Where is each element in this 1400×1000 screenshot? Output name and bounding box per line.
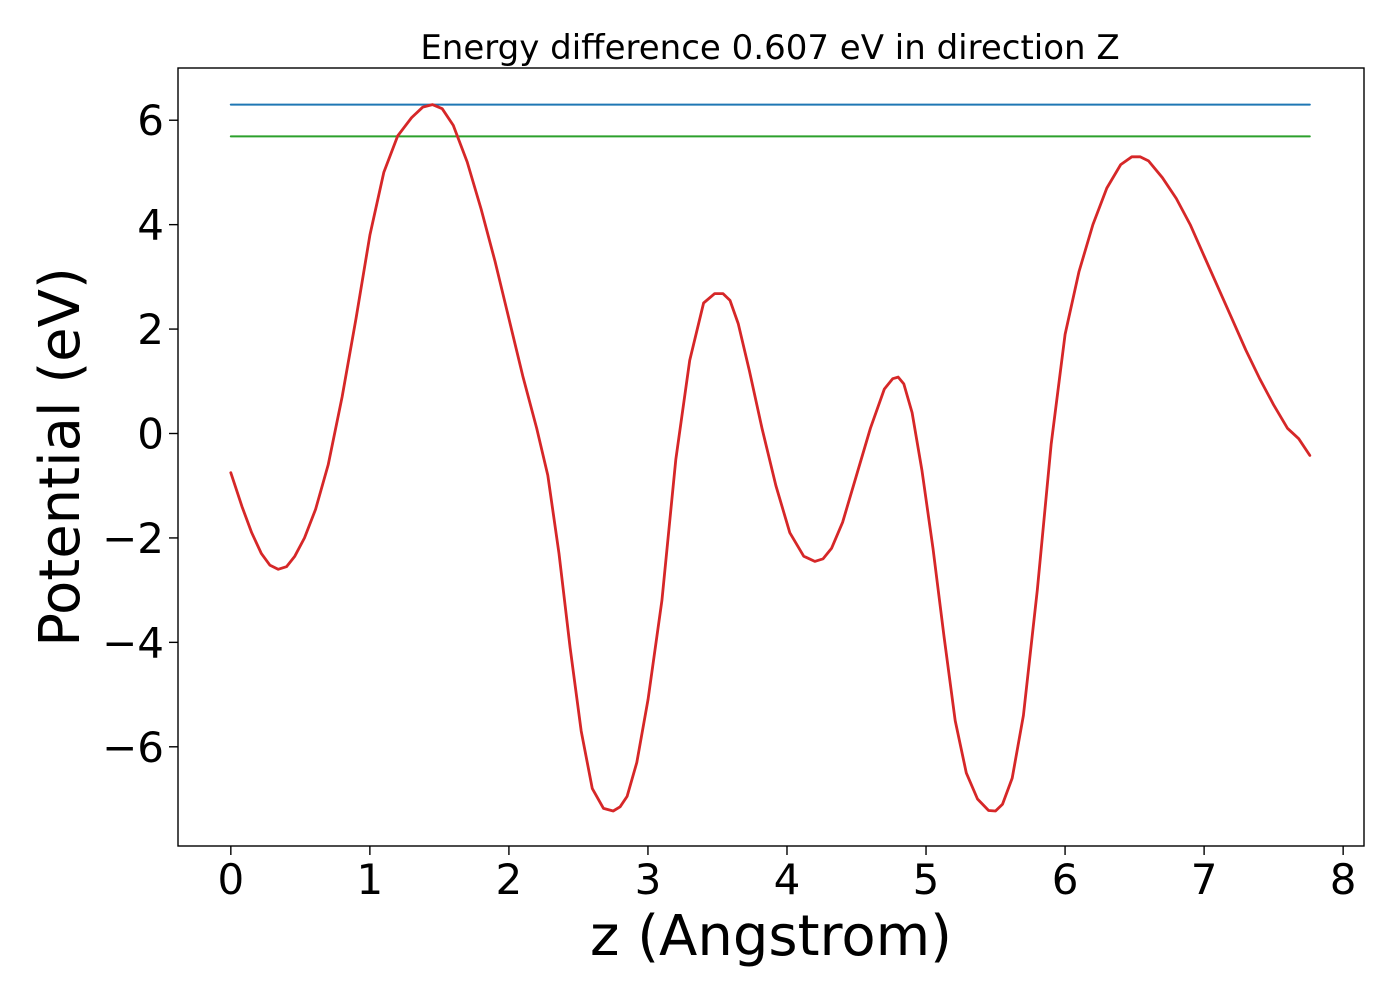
series-layer	[229, 103, 1312, 813]
y-axis-ticks: −6 −4 −2 0 2 4 6	[102, 96, 178, 772]
y-tick-label: −4	[102, 618, 164, 667]
y-tick-label: −6	[102, 723, 164, 772]
x-tick-label: 2	[496, 855, 523, 904]
x-tick-label: 0	[217, 855, 244, 904]
series-line-3	[229, 103, 1312, 813]
y-axis-label: Potential (eV)	[28, 267, 93, 647]
x-tick-label: 5	[913, 855, 940, 904]
x-tick-label: 8	[1330, 855, 1357, 904]
chart-title: Energy difference 0.607 eV in direction …	[420, 28, 1119, 68]
y-tick-label: 0	[137, 410, 164, 459]
y-tick-label: 2	[137, 305, 164, 354]
x-axis-label: z (Angstrom)	[590, 904, 952, 969]
x-tick-label: 4	[774, 855, 801, 904]
y-tick-label: 4	[137, 201, 164, 250]
x-tick-label: 6	[1052, 855, 1079, 904]
plot-frame	[177, 67, 1365, 847]
x-axis-ticks: 0 1 2 3 4 5 6 7 8	[217, 846, 1357, 904]
x-tick-label: 1	[357, 855, 384, 904]
y-tick-label: 6	[137, 96, 164, 145]
y-tick-label: −2	[102, 514, 164, 563]
x-tick-label: 3	[635, 855, 662, 904]
x-tick-label: 7	[1191, 855, 1218, 904]
